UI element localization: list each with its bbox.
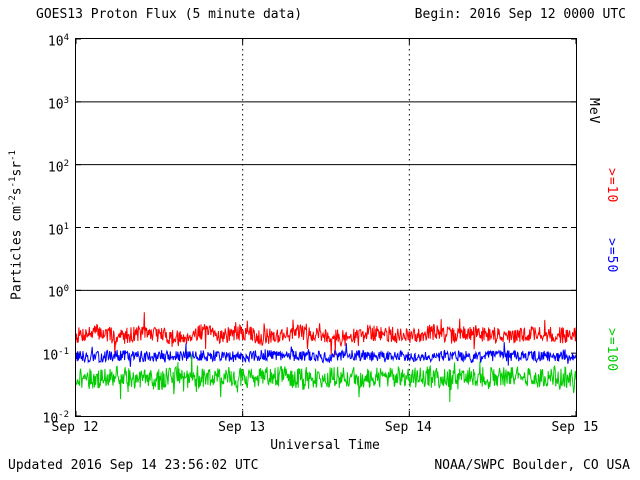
y-tick-label: 101	[47, 221, 69, 238]
y-tick-label: 10-1	[42, 347, 70, 364]
plot-area	[75, 38, 577, 417]
series-line-2	[76, 354, 576, 403]
y-tick-label: 102	[47, 158, 69, 175]
series-line-0	[76, 312, 576, 356]
right-label-ge-50: >=50	[604, 238, 619, 274]
plot-canvas	[76, 39, 576, 416]
credit-text: NOAA/SWPC Boulder, CO USA	[434, 458, 630, 473]
chart-title: GOES13 Proton Flux (5 minute data)	[36, 7, 303, 22]
y-axis-label: Particles cm-2s-1sr-1	[8, 150, 25, 300]
right-label-ge-10: >=10	[604, 168, 619, 204]
x-tick-label: Sep 12	[51, 420, 99, 435]
x-tick-label: Sep 13	[218, 420, 266, 435]
y-tick-label: 10-2	[42, 410, 70, 427]
right-label-mev-unit: MeV	[586, 98, 601, 125]
y-tick-label: 104	[47, 33, 69, 50]
y-tick-label: 100	[47, 284, 69, 301]
series-line-1	[76, 342, 576, 367]
y-tick-label: 103	[47, 95, 69, 113]
x-tick-label: Sep 14	[384, 420, 432, 435]
right-label-ge-100: >=100	[604, 328, 619, 373]
x-axis-label: Universal Time	[270, 438, 380, 453]
updated-timestamp: Updated 2016 Sep 14 23:56:02 UTC	[8, 458, 259, 473]
begin-timestamp: Begin: 2016 Sep 12 0000 UTC	[414, 7, 626, 22]
x-tick-label: Sep 15	[551, 420, 599, 435]
